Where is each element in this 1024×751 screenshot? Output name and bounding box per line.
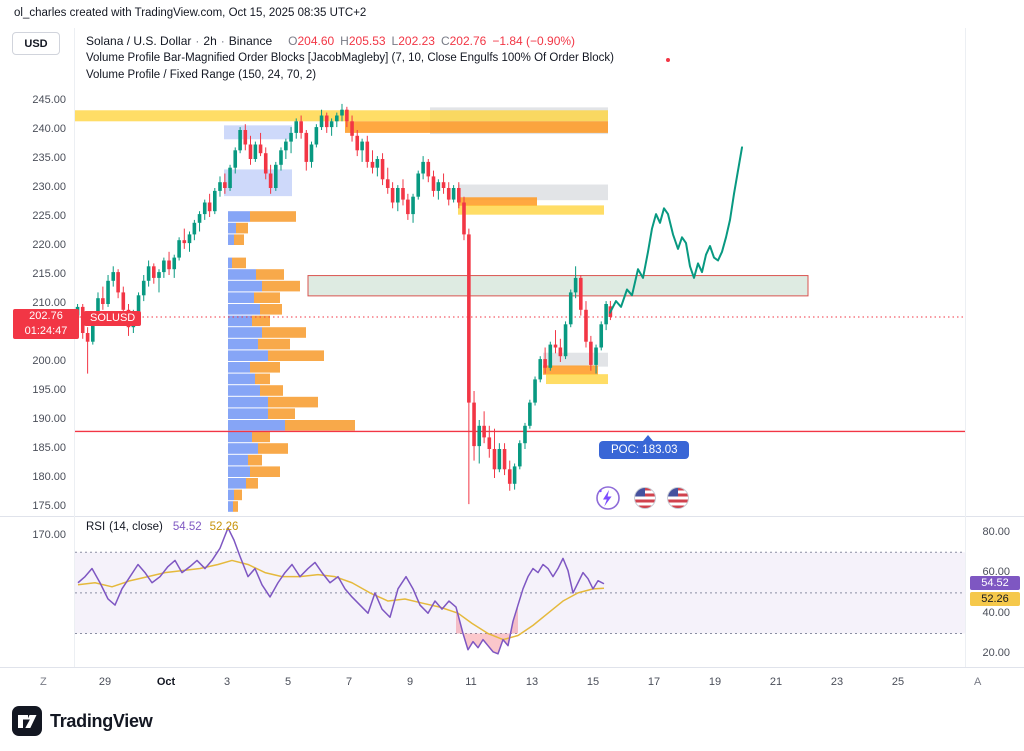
rsi-axis-label: 20.00 xyxy=(982,647,1010,660)
time-axis-label: 25 xyxy=(891,676,905,688)
tradingview-logo-icon xyxy=(12,706,42,736)
tradingview-logo-text: TradingView xyxy=(50,710,153,731)
price-axis-label: 210.00 xyxy=(32,296,66,309)
tradingview-logo[interactable]: TradingView xyxy=(12,706,153,736)
poc-label: POC: 183.03 xyxy=(599,435,690,459)
rsi-title: RSI xyxy=(86,521,106,533)
price-axis[interactable]: 245.00 240.00 235.00 230.00 225.00 220.00 215.… xyxy=(0,28,74,668)
close-value: 202.76 xyxy=(449,34,487,48)
time-axis-label: 5 xyxy=(284,676,292,688)
time-axis-label: 15 xyxy=(586,676,600,688)
rsi-axis-label: 40.00 xyxy=(982,606,1010,619)
time-axis-label: 21 xyxy=(769,676,783,688)
symbol-name: Solana / U.S. Dollar xyxy=(86,34,192,48)
rsi-axis-label: 60.00 xyxy=(982,566,1010,579)
price-axis-label: 225.00 xyxy=(32,209,66,222)
price-axis-label: 195.00 xyxy=(32,383,66,396)
interval-label: 2h xyxy=(203,34,217,48)
low-value: 202.23 xyxy=(398,34,435,48)
price-axis-label: 200.00 xyxy=(32,354,66,367)
currency-button[interactable]: USD xyxy=(12,32,60,55)
price-axis-label: 240.00 xyxy=(32,122,66,135)
price-axis-label: 230.00 xyxy=(32,180,66,193)
main-chart-area[interactable] xyxy=(75,28,965,517)
time-axis[interactable]: Z 29 Oct 3 5 7 9 11 13 15 17 19 21 23 25 A xyxy=(0,668,1024,700)
rsi-smooth-value: 52.26 xyxy=(209,521,239,533)
current-price-value: 202.76 xyxy=(29,310,63,322)
symbol-price-tag: SOLUSD xyxy=(84,311,142,326)
time-axis-label: 19 xyxy=(708,676,722,688)
close-label: C xyxy=(440,34,450,48)
low-label: L xyxy=(391,34,399,48)
credit-line: ol_charles created with TradingView.com,… xyxy=(14,7,367,19)
open-label: O xyxy=(288,34,298,48)
change-value: −1.84 (−0.90%) xyxy=(492,34,576,48)
time-axis-label: 3 xyxy=(223,676,231,688)
current-price-badge: 202.76 01:24:47 xyxy=(13,309,79,339)
price-axis-label: 170.00 xyxy=(32,528,66,541)
rsi-main-value: 54.52 xyxy=(172,521,202,533)
symbol-legend-row[interactable]: Solana / U.S. Dollar · 2h · Binance O204.60 H2… xyxy=(86,33,614,50)
high-value: 205.53 xyxy=(348,34,386,48)
marker-dot xyxy=(666,58,670,62)
legend-separator: · xyxy=(195,34,200,48)
price-axis-label: 245.00 xyxy=(32,93,66,106)
ohlc-values: O204.60 H205.53 L202.23 C202.76 −1.84 (−0.90… xyxy=(282,34,575,48)
chart-legend: Solana / U.S. Dollar · 2h · Binance O204.60 H2… xyxy=(86,33,614,84)
time-axis-label: 7 xyxy=(345,676,353,688)
price-axis-label: 190.00 xyxy=(32,412,66,425)
price-axis-label: 175.00 xyxy=(32,499,66,512)
bar-countdown: 01:24:47 xyxy=(24,325,68,337)
time-axis-label: 17 xyxy=(647,676,661,688)
indicator-legend-volume-profile[interactable]: Volume Profile / Fixed Range (150, 24, 7… xyxy=(86,69,317,81)
time-axis-label: 9 xyxy=(406,676,414,688)
rsi-smooth-badge: 52.26 xyxy=(970,592,1020,606)
high-label: H xyxy=(340,34,349,48)
price-axis-label: 235.00 xyxy=(32,151,66,164)
rsi-main-badge: 54.52 xyxy=(970,576,1020,590)
rsi-pane[interactable] xyxy=(75,518,965,665)
rsi-params: (14, close) xyxy=(109,521,163,533)
exchange-label: Binance xyxy=(228,34,273,48)
time-axis-label: 23 xyxy=(830,676,844,688)
price-axis-label: 220.00 xyxy=(32,238,66,251)
time-axis-label: 11 xyxy=(465,676,477,688)
rsi-legend[interactable]: RSI (14, close) 54.52 52.26 xyxy=(86,521,238,533)
price-axis-label: 180.00 xyxy=(32,470,66,483)
legend-separator: · xyxy=(220,34,225,48)
price-axis-label: 215.00 xyxy=(32,267,66,280)
time-axis-right-letter: A xyxy=(974,676,982,688)
time-axis-label: 29 xyxy=(98,676,112,688)
time-axis-label: Oct xyxy=(156,676,176,688)
rsi-axis-label: 80.00 xyxy=(982,525,1010,538)
time-axis-label: 13 xyxy=(525,676,539,688)
open-value: 204.60 xyxy=(297,34,335,48)
price-axis-label: 185.00 xyxy=(32,441,66,454)
rsi-axis[interactable]: 80.00 60.00 40.00 20.00 xyxy=(966,518,1024,668)
time-axis-left-letter: Z xyxy=(40,676,47,688)
indicator-legend-order-blocks[interactable]: Volume Profile Bar-Magnified Order Block… xyxy=(86,52,614,64)
